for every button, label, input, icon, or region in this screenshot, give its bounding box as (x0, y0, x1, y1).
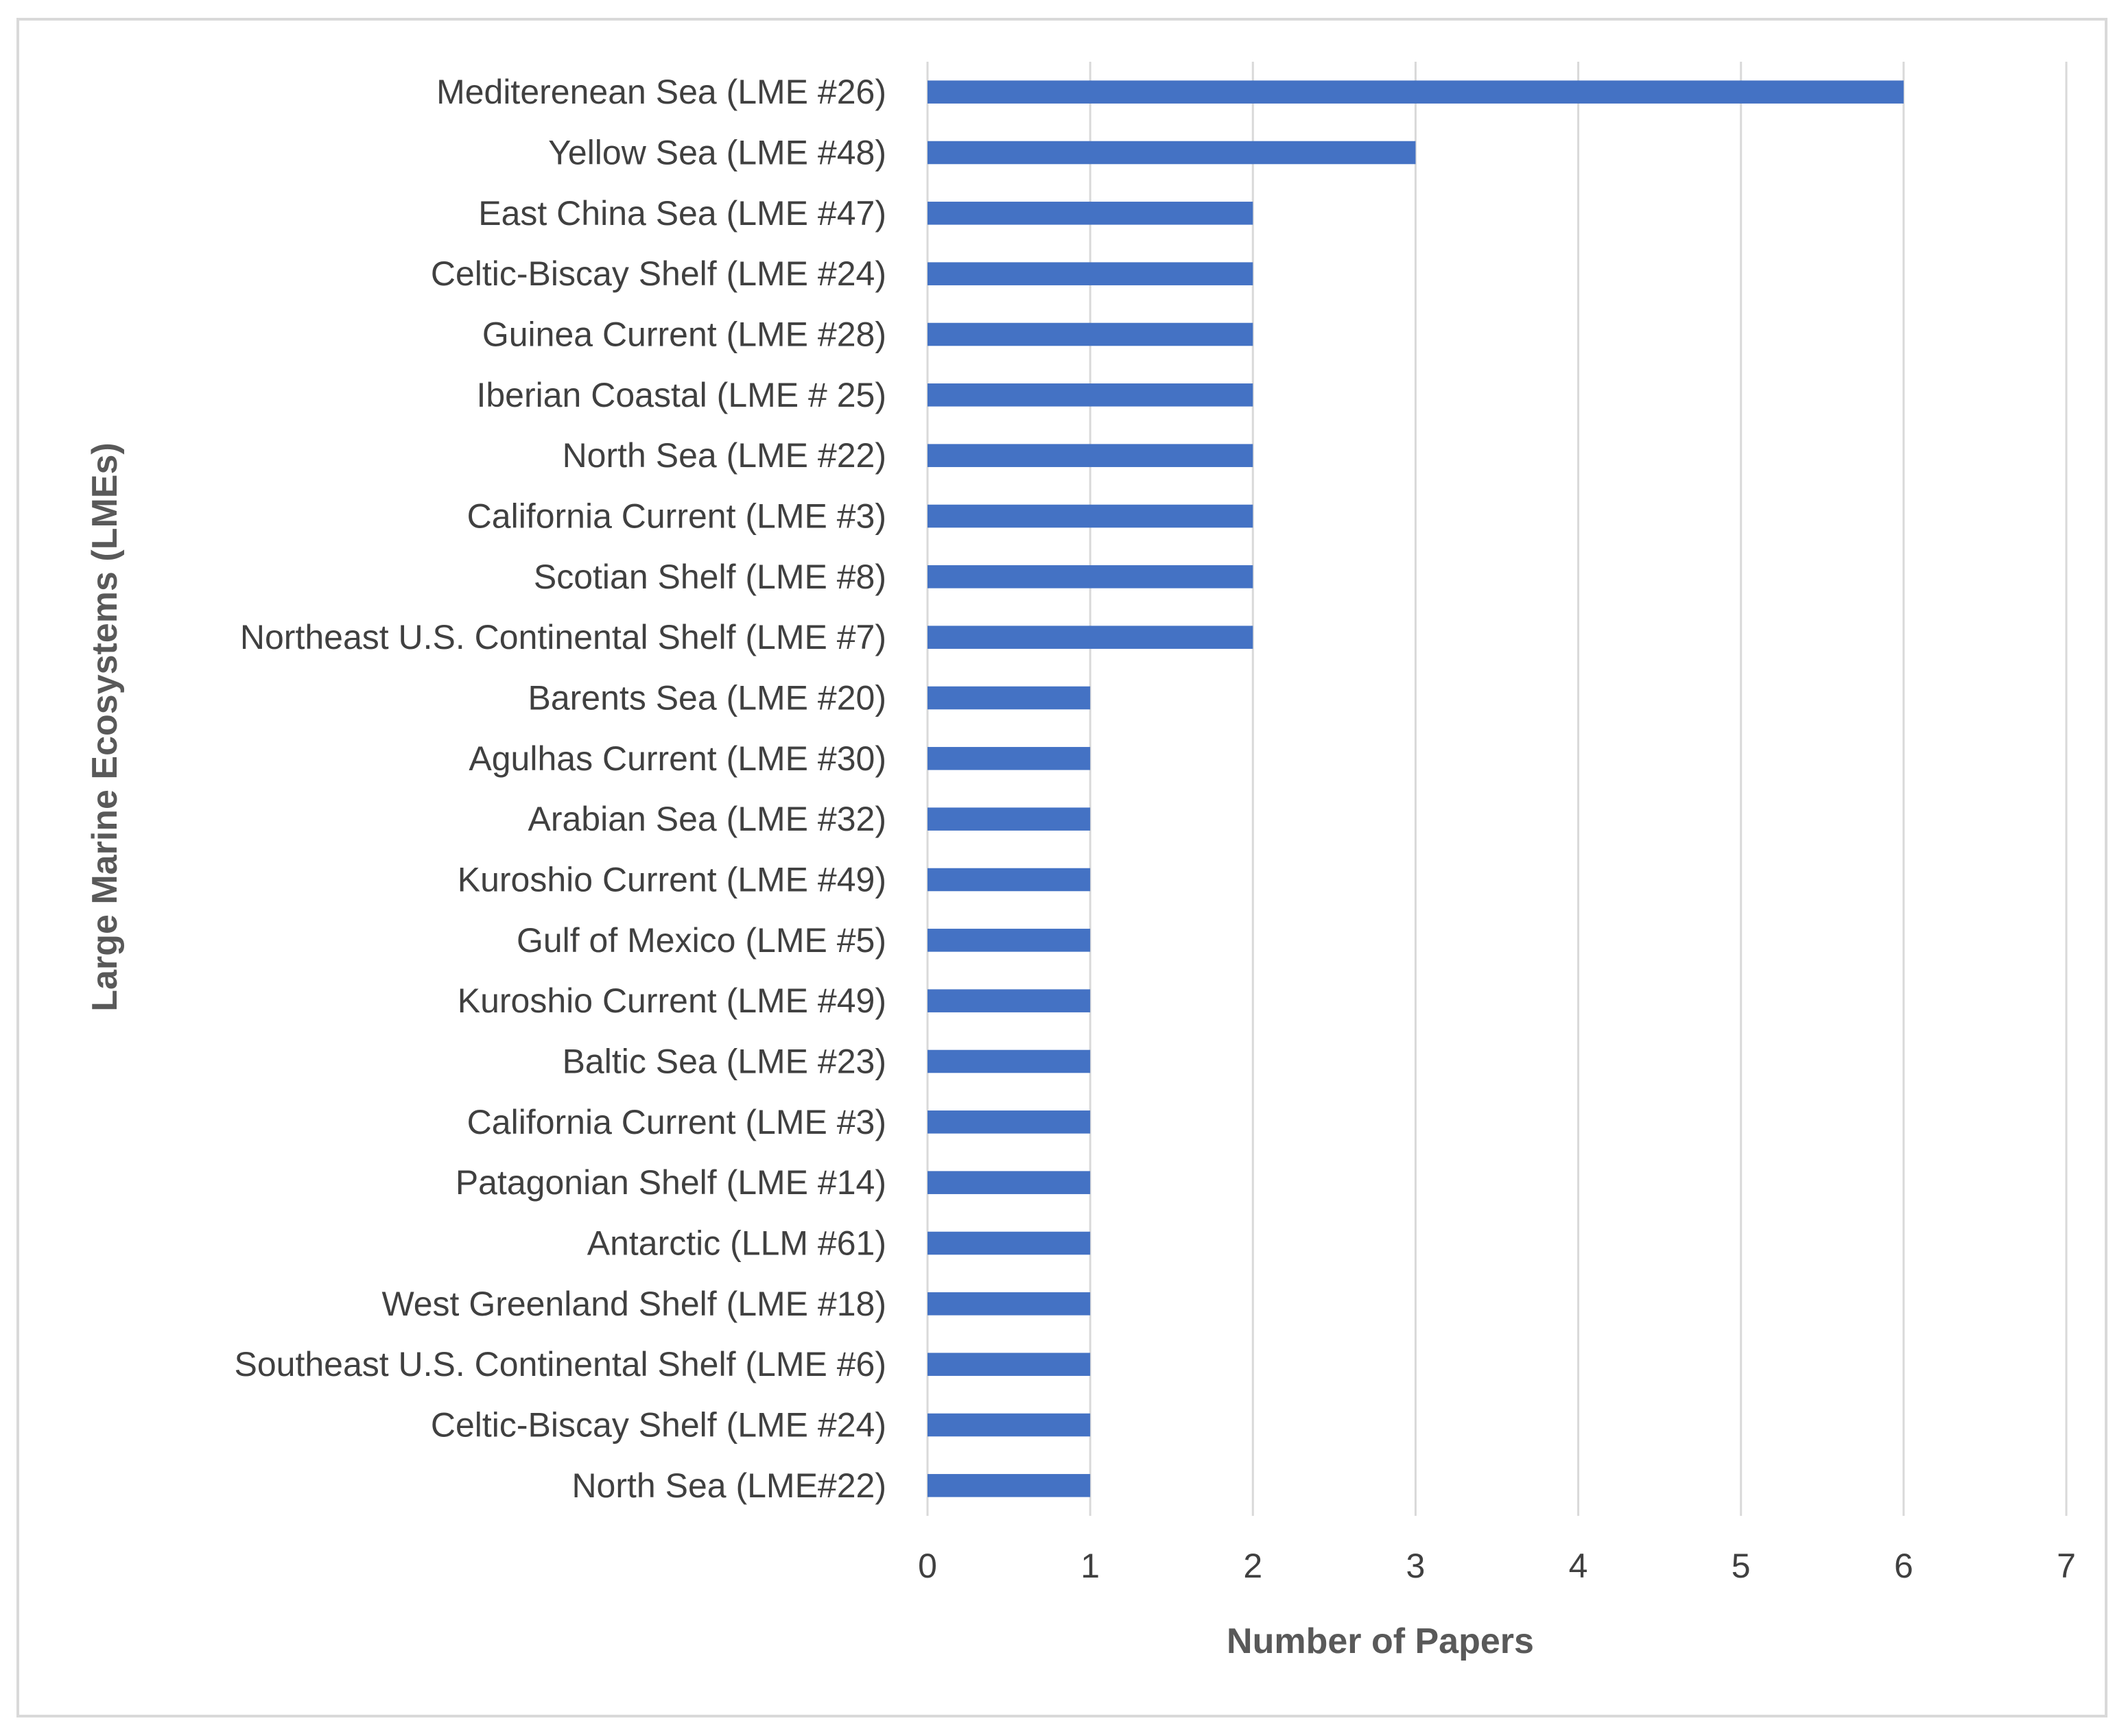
bar (928, 1474, 1091, 1497)
category-label: Mediterenean Sea (LME #26) (436, 73, 886, 111)
bar (928, 1231, 1091, 1255)
category-label: Celtic-Biscay Shelf (LME #24) (431, 254, 886, 293)
x-tick-label: 6 (1894, 1547, 1913, 1585)
category-label: West Greenland Shelf (LME #18) (381, 1285, 886, 1323)
bar (928, 322, 1253, 346)
bar (928, 626, 1253, 649)
bars (928, 80, 1904, 1497)
bar (928, 1353, 1091, 1376)
bar (928, 747, 1091, 770)
x-tick-label: 0 (918, 1547, 937, 1585)
x-tick-label: 3 (1406, 1547, 1426, 1585)
category-label: Antarctic (LLM #61) (587, 1224, 886, 1263)
category-label: Iberian Coastal (LME # 25) (476, 376, 886, 414)
category-label: Barents Sea (LME #20) (528, 679, 887, 717)
bar (928, 807, 1091, 831)
category-label: North Sea (LME#22) (571, 1466, 886, 1505)
bar (928, 141, 1416, 165)
bar (928, 1413, 1091, 1437)
bar (928, 868, 1091, 892)
x-tick-label: 1 (1080, 1547, 1100, 1585)
category-label: Gulf of Mexico (LME #5) (517, 921, 886, 960)
x-tick-label: 2 (1243, 1547, 1262, 1585)
category-label: North Sea (LME #22) (563, 436, 886, 475)
category-label: Arabian Sea (LME #32) (528, 800, 886, 838)
category-label: Scotian Shelf (LME #8) (534, 558, 886, 596)
category-label: Southeast U.S. Continental Shelf (LME #6… (234, 1345, 886, 1383)
bar (928, 686, 1091, 710)
category-label: Kuroshio Current (LME #49) (458, 982, 886, 1020)
bar (928, 202, 1253, 225)
category-label: Baltic Sea (LME #23) (563, 1043, 886, 1081)
bar (928, 80, 1904, 104)
y-axis-title: Large Marine Ecosystems (LMEs) (85, 442, 125, 1011)
x-tick-label: 7 (2057, 1547, 2076, 1585)
bar (928, 989, 1091, 1012)
category-labels: Mediterenean Sea (LME #26) Yellow Sea (LM… (234, 73, 886, 1505)
category-label: Celtic-Biscay Shelf (LME #24) (431, 1406, 886, 1444)
bar (928, 262, 1253, 285)
bar (928, 1110, 1091, 1134)
x-tick-labels: 0 1 2 3 4 5 6 7 (918, 1547, 2076, 1585)
bar (928, 444, 1253, 467)
category-label: California Current (LME #3) (467, 497, 886, 536)
x-tick-label: 4 (1569, 1547, 1588, 1585)
bar (928, 1292, 1091, 1316)
bar (928, 1171, 1091, 1194)
category-label: Yellow Sea (LME #48) (548, 134, 886, 172)
category-label: California Current (LME #3) (467, 1103, 886, 1141)
bar (928, 504, 1253, 528)
x-tick-label: 5 (1732, 1547, 1751, 1585)
bar (928, 929, 1091, 952)
bar (928, 1049, 1091, 1073)
category-label: Agulhas Current (LME #30) (469, 739, 886, 778)
category-label: Kuroshio Current (LME #49) (458, 861, 886, 899)
category-label: Patagonian Shelf (LME #14) (456, 1163, 886, 1202)
bar (928, 383, 1253, 407)
x-axis-title: Number of Papers (1227, 1621, 1534, 1661)
gridlines (926, 62, 2068, 1516)
category-label: East China Sea (LME #47) (478, 194, 886, 233)
bar (928, 565, 1253, 588)
category-label: Guinea Current (LME #28) (482, 316, 886, 354)
category-label: Northeast U.S. Continental Shelf (LME #7… (240, 618, 886, 656)
